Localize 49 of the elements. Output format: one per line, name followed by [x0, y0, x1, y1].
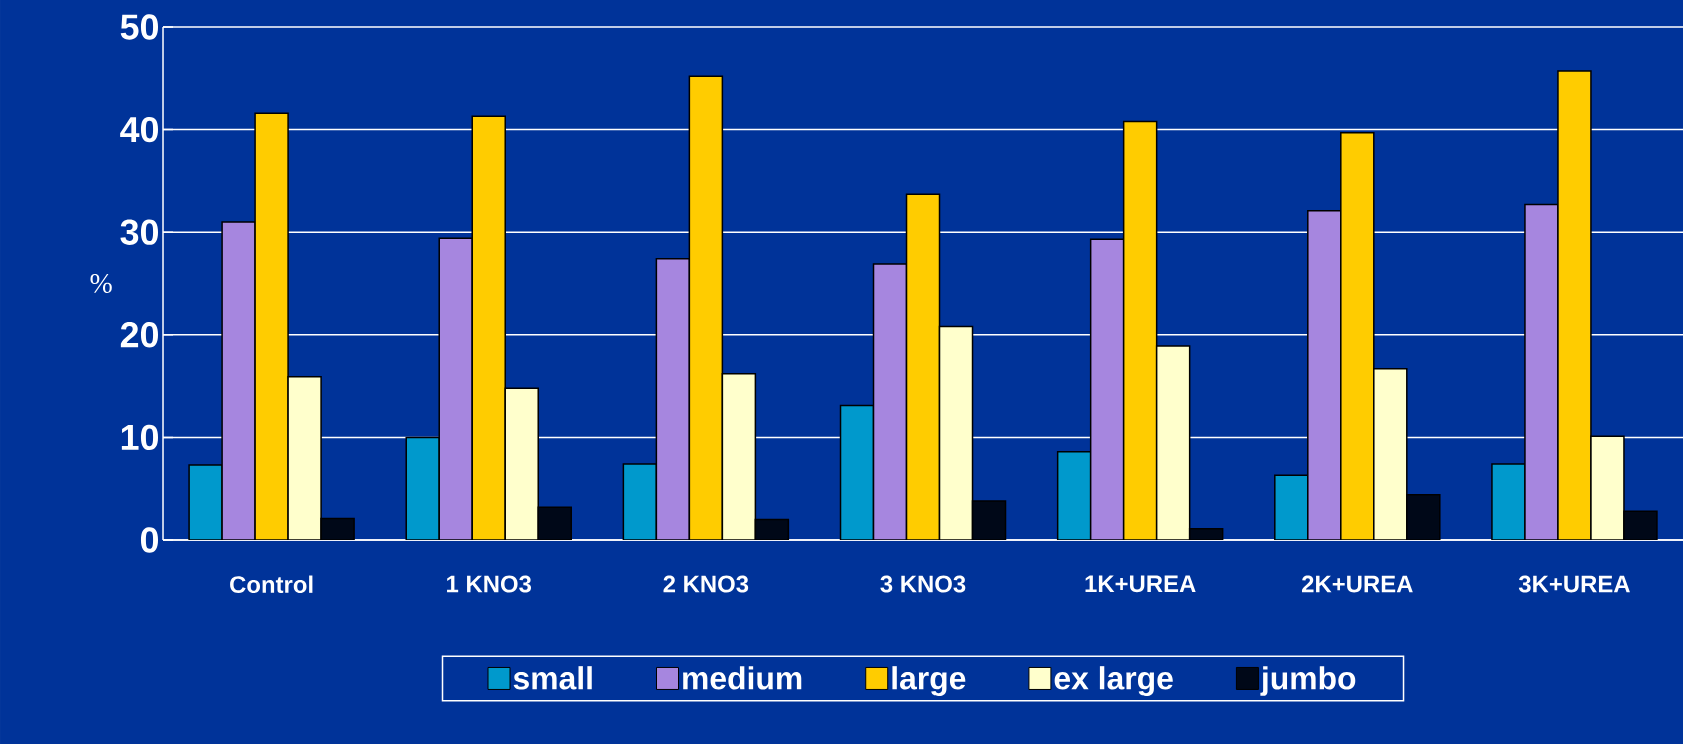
y-axis-title: %: [90, 274, 112, 293]
bar: [255, 113, 289, 540]
bar: [1491, 463, 1526, 540]
x-tick-label: Control: [230, 575, 313, 594]
bar: [288, 376, 322, 540]
x-tick-label: 2 KNO3: [663, 575, 749, 593]
bar: [1524, 203, 1559, 540]
bar: [406, 437, 440, 540]
bar: [906, 194, 940, 540]
bar: [222, 221, 256, 540]
x-tick-label: 3 KNO3: [880, 575, 966, 593]
bar: [1123, 121, 1157, 540]
y-tick-label: 0: [140, 527, 159, 553]
legend-label: medium: [683, 666, 802, 690]
x-tick-label: 2K+UREA: [1301, 575, 1413, 593]
bar: [755, 519, 789, 540]
bar: [1156, 346, 1190, 540]
bar: [722, 373, 756, 540]
legend-label: large: [892, 666, 966, 697]
bar: [1307, 210, 1341, 540]
bar: [1340, 132, 1374, 540]
bar: [472, 116, 506, 540]
y-tick-label: 10: [121, 424, 159, 451]
bar: [505, 388, 539, 540]
y-tick-label: 30: [120, 219, 159, 245]
x-tick-label: 3K+UREA: [1518, 575, 1630, 593]
bar: [939, 326, 973, 540]
bar: [1274, 475, 1308, 540]
bar: [873, 263, 907, 540]
bar: [1557, 70, 1592, 540]
bar: [689, 76, 723, 540]
x-tick-label: 1 KNO3: [447, 575, 532, 593]
bar: [1373, 368, 1407, 540]
bar: [439, 238, 473, 540]
bar: [189, 465, 223, 540]
y-tick-label: 40: [120, 116, 159, 143]
bar: [1090, 239, 1124, 540]
x-tick-label: 1K+UREA: [1085, 575, 1196, 593]
y-tick-label: 20: [120, 322, 159, 348]
legend-label: small: [513, 666, 592, 690]
bar: [1057, 451, 1091, 540]
legend-label: ex large: [1054, 666, 1173, 697]
bar: [840, 405, 874, 540]
y-tick-label: 50: [120, 14, 159, 40]
bar: [972, 501, 1006, 540]
legend-label: jumbo: [1260, 666, 1356, 696]
bar: [1590, 435, 1625, 540]
bar: [656, 258, 690, 540]
bar: [623, 464, 657, 540]
